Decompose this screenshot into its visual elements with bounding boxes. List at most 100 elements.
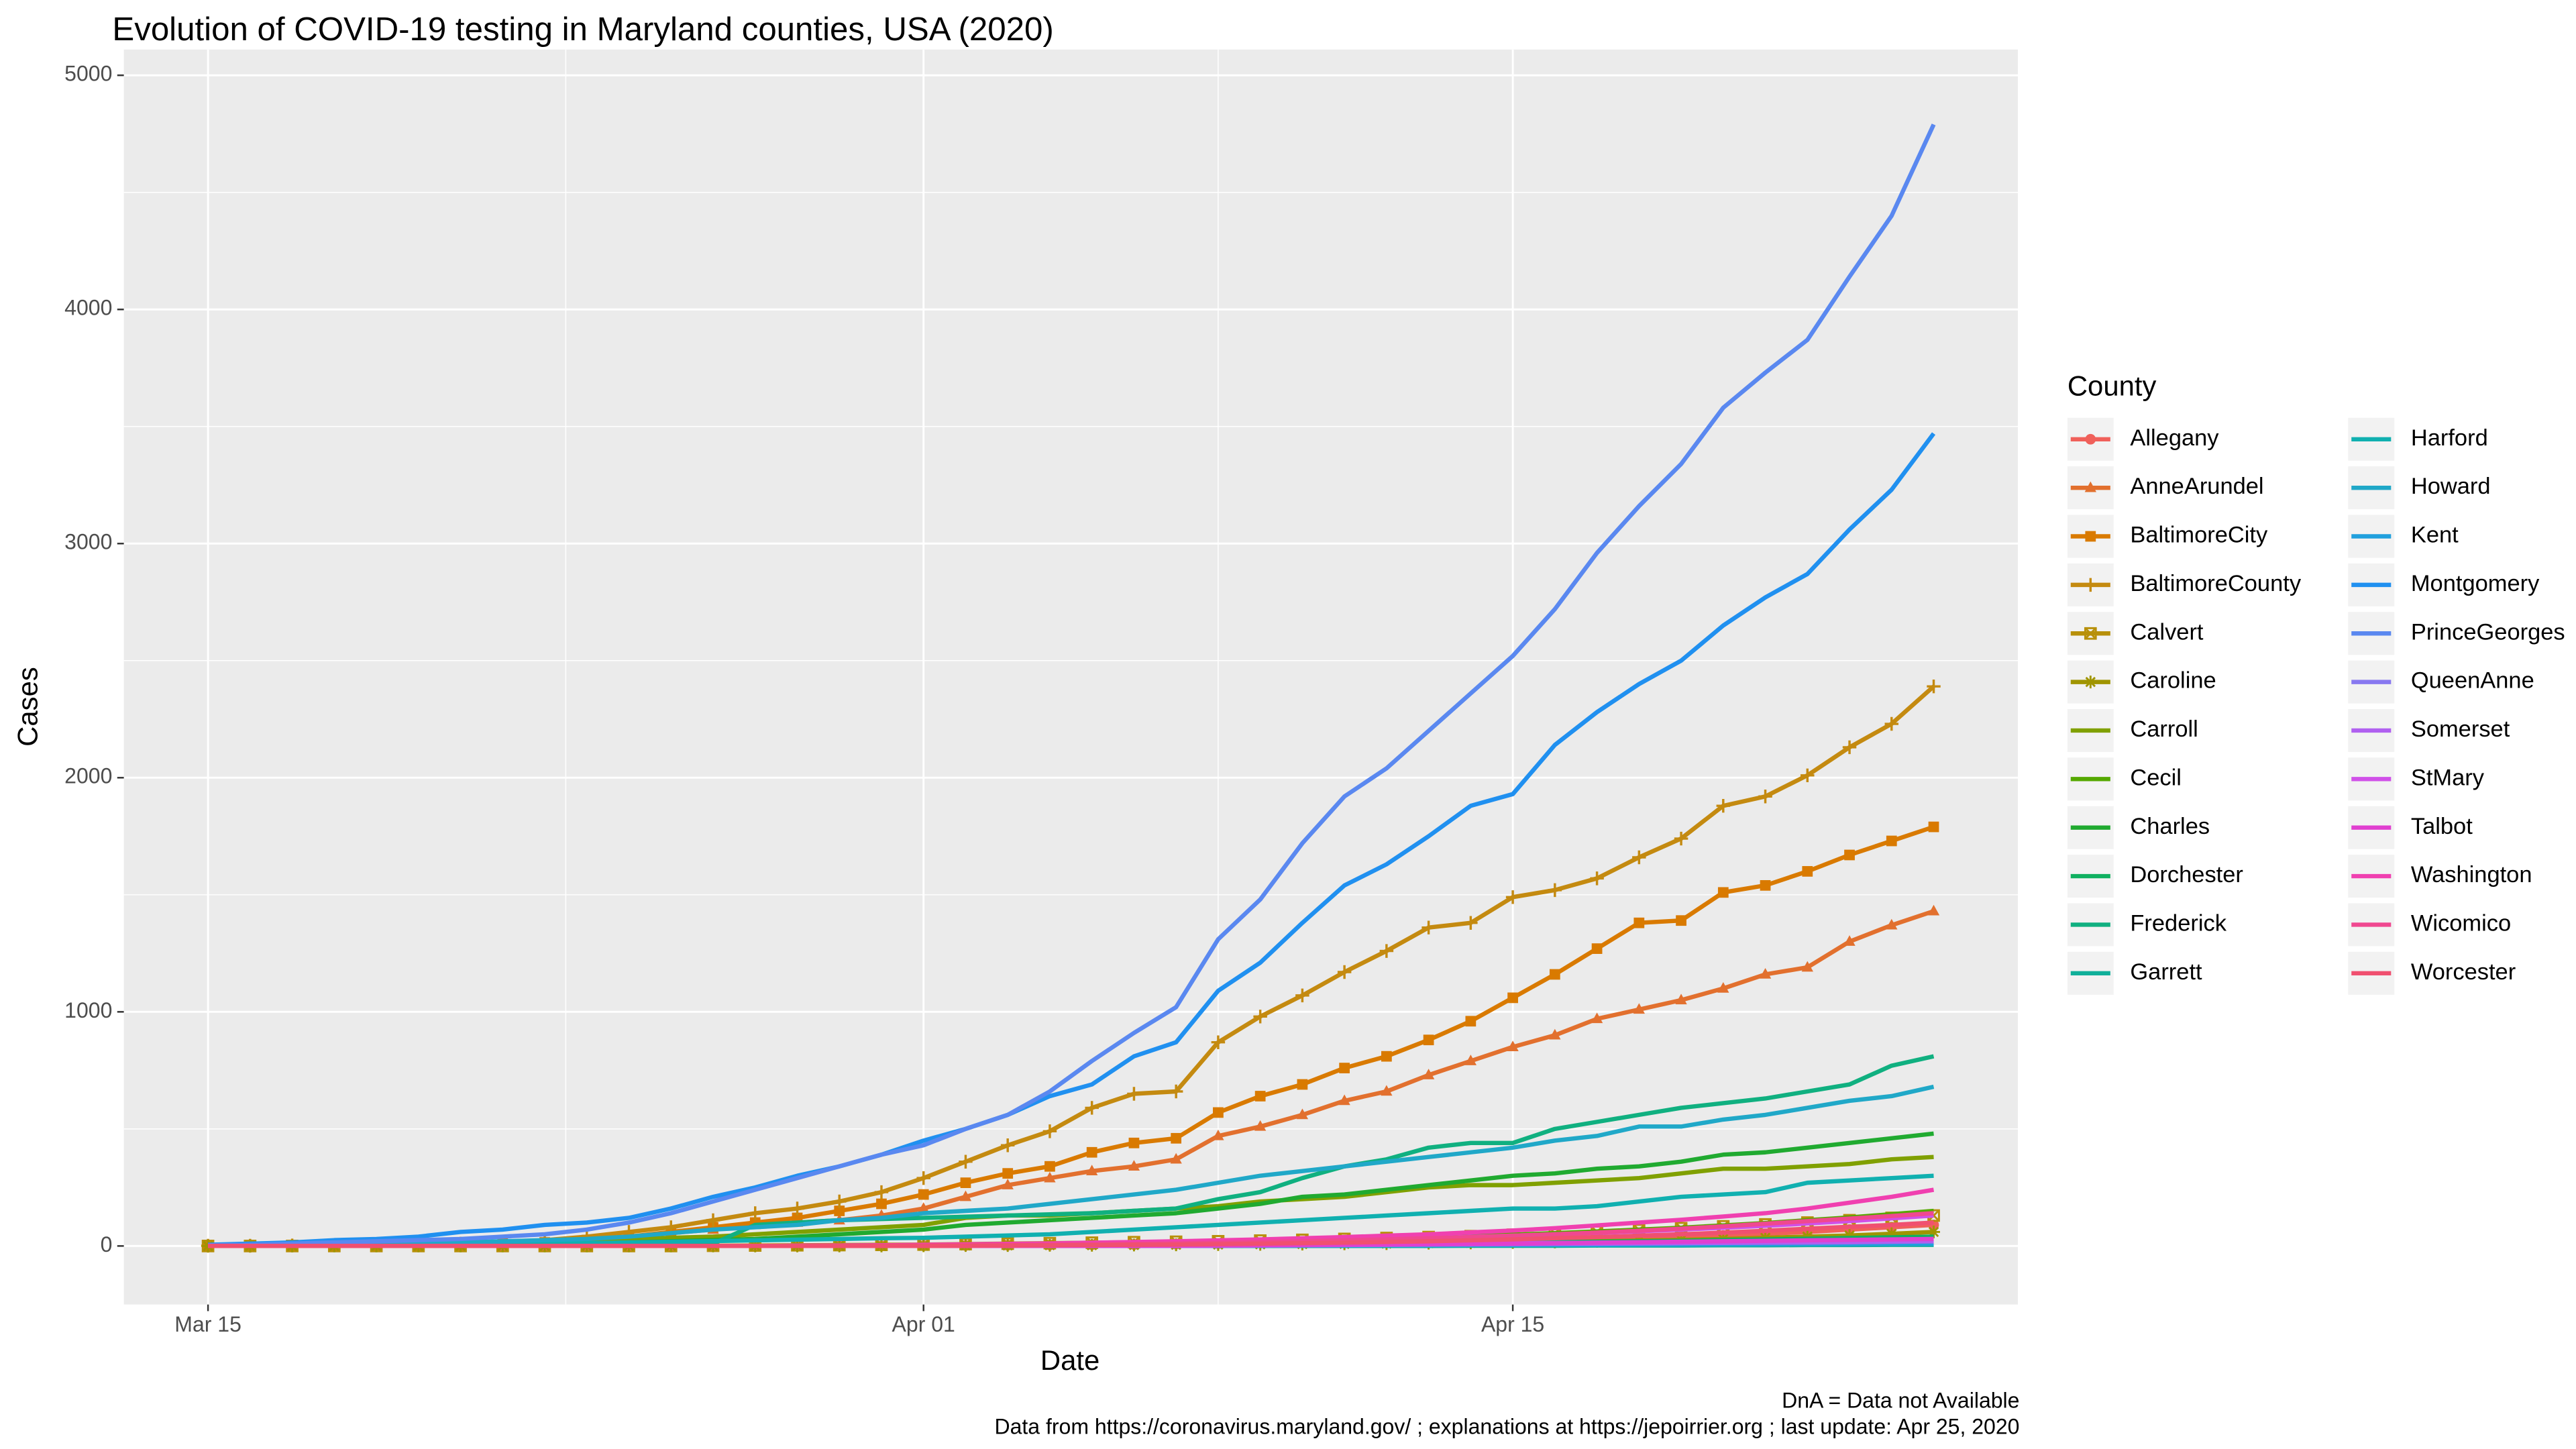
legend-marker [2085, 433, 2096, 445]
marker [1507, 992, 1518, 1004]
marker [1927, 904, 1940, 916]
x-tick-label: Apr 15 [1481, 1312, 1544, 1336]
legend-label: Harford [2411, 425, 2488, 451]
marker [876, 1198, 887, 1210]
marker [1169, 1084, 1183, 1099]
x-axis-title: Date [1040, 1344, 1099, 1376]
marker [832, 1194, 847, 1209]
marker [1886, 835, 1897, 847]
legend-label: Garrett [2130, 959, 2202, 985]
marker [1044, 1171, 1056, 1183]
y-tick-label: 1000 [64, 998, 112, 1022]
marker [1801, 768, 1815, 783]
marker [1254, 1120, 1267, 1131]
marker [834, 1205, 845, 1216]
marker [1549, 969, 1560, 980]
caption: DnA = Data not Available [1782, 1388, 2019, 1412]
series-line [208, 123, 1936, 1248]
legend-marker [2084, 627, 2097, 640]
marker [1928, 821, 1939, 833]
marker [1044, 1161, 1055, 1172]
marker [959, 1190, 972, 1201]
marker [1633, 917, 1645, 928]
x-tick-label: Apr 01 [892, 1312, 955, 1336]
legend-label: BaltimoreCounty [2130, 571, 2301, 596]
y-tick-label: 3000 [64, 530, 112, 554]
marker [1295, 988, 1309, 1003]
marker [1337, 965, 1352, 979]
series-line [208, 1220, 1934, 1248]
marker [1421, 920, 1436, 934]
marker [1843, 935, 1856, 946]
marker [1884, 716, 1899, 731]
legend-label: Allegany [2130, 425, 2219, 451]
marker [1086, 1165, 1098, 1175]
marker [1212, 1129, 1224, 1140]
series-line [208, 1084, 1935, 1248]
legend-label: Charles [2130, 814, 2210, 839]
marker [1505, 890, 1520, 904]
series-line [208, 432, 1936, 1247]
marker [1002, 1179, 1014, 1189]
legend-label: Somerset [2411, 716, 2510, 742]
legend-label: QueenAnne [2411, 668, 2534, 694]
marker [1253, 1010, 1267, 1024]
y-axis-title: Cases [11, 667, 43, 747]
legend-label: Calvert [2130, 619, 2204, 645]
marker [1297, 1079, 1308, 1090]
legend-label: Wicomico [2411, 911, 2511, 936]
x-tick-label: Mar 15 [174, 1312, 241, 1336]
marker [790, 1201, 804, 1216]
marker [1379, 944, 1394, 958]
marker [1171, 1132, 1182, 1144]
y-tick-label: 2000 [64, 764, 112, 788]
legend-label: Montgomery [2411, 571, 2540, 596]
marker [1801, 961, 1813, 972]
marker [1381, 1051, 1392, 1062]
marker [1085, 1101, 1099, 1115]
legend-label: Frederick [2130, 911, 2226, 936]
marker [1548, 883, 1562, 898]
marker [1422, 1069, 1435, 1079]
marker [1674, 831, 1688, 846]
marker [1128, 1160, 1140, 1171]
legend-label: StMary [2411, 765, 2485, 790]
marker [1042, 1124, 1057, 1138]
marker [706, 1213, 720, 1228]
marker [1675, 994, 1687, 1005]
marker [959, 1155, 973, 1169]
marker [1886, 918, 1898, 930]
marker [1632, 850, 1646, 865]
marker [1002, 1168, 1014, 1179]
marker [918, 1189, 929, 1200]
legend-label: Howard [2411, 474, 2491, 499]
marker [1170, 1152, 1182, 1164]
marker [1843, 1229, 1856, 1242]
legend-marker [2084, 676, 2097, 689]
y-tick-label: 0 [101, 1232, 113, 1256]
marker [1254, 1091, 1266, 1102]
marker [1339, 1063, 1350, 1073]
marker [1717, 981, 1729, 993]
legend-label: BaltimoreCity [2130, 523, 2268, 548]
marker [748, 1206, 762, 1220]
marker [1759, 968, 1772, 979]
marker [1296, 1108, 1309, 1120]
marker [1802, 866, 1813, 877]
y-tick-label: 4000 [64, 296, 112, 320]
marker [1464, 916, 1478, 930]
legend-label: Caroline [2130, 668, 2216, 694]
marker [1842, 740, 1857, 755]
marker [874, 1185, 889, 1199]
legend-label: Worcester [2411, 959, 2516, 985]
marker [1927, 1225, 1940, 1238]
marker [1000, 1138, 1015, 1152]
legend-label: PrinceGeorges [2411, 619, 2565, 645]
marker [1717, 887, 1729, 898]
marker [1760, 879, 1771, 891]
marker [1464, 1055, 1477, 1065]
marker [1590, 871, 1604, 885]
marker [1213, 1107, 1224, 1118]
